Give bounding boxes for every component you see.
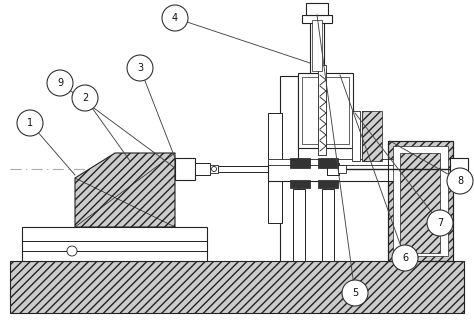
Circle shape [342,280,368,306]
Circle shape [17,110,43,136]
Bar [195,163,210,175]
Circle shape [127,55,153,81]
Bar [210,165,218,173]
Bar [362,111,370,161]
Bar [450,158,468,176]
Bar [302,77,349,144]
Text: 5: 5 [352,288,358,298]
Text: 7: 7 [437,218,443,228]
Bar [318,180,338,188]
Polygon shape [75,153,175,227]
Bar [290,158,310,168]
Text: 2: 2 [82,93,88,103]
Bar [318,65,326,155]
Circle shape [392,245,418,271]
Bar [352,111,360,161]
Bar [400,153,440,253]
Bar [338,165,346,173]
Circle shape [447,168,473,194]
Bar [310,18,324,73]
Bar [393,146,448,256]
Circle shape [47,70,73,96]
Bar [312,20,322,71]
Bar [388,141,453,261]
Text: 3: 3 [137,63,143,73]
Bar [388,141,453,261]
Bar [290,180,310,188]
Bar [327,163,339,175]
Bar [293,189,305,261]
Bar [10,261,464,313]
Bar [302,15,332,23]
Circle shape [211,166,217,172]
Text: 8: 8 [457,176,463,186]
Circle shape [72,85,98,111]
Circle shape [67,246,77,256]
Bar [268,163,443,181]
Text: 6: 6 [402,253,408,263]
Bar [322,189,334,261]
Text: 9: 9 [57,78,63,88]
Bar [268,113,282,223]
Circle shape [162,5,188,31]
Circle shape [427,210,453,236]
Bar [268,159,443,165]
Bar [218,166,328,172]
Bar [280,76,298,261]
Text: 4: 4 [172,13,178,23]
Bar [175,158,195,180]
Bar [362,111,382,161]
Text: 1: 1 [27,118,33,128]
Bar [306,3,328,15]
Bar [22,227,207,261]
Bar [298,73,353,148]
Bar [318,158,338,168]
